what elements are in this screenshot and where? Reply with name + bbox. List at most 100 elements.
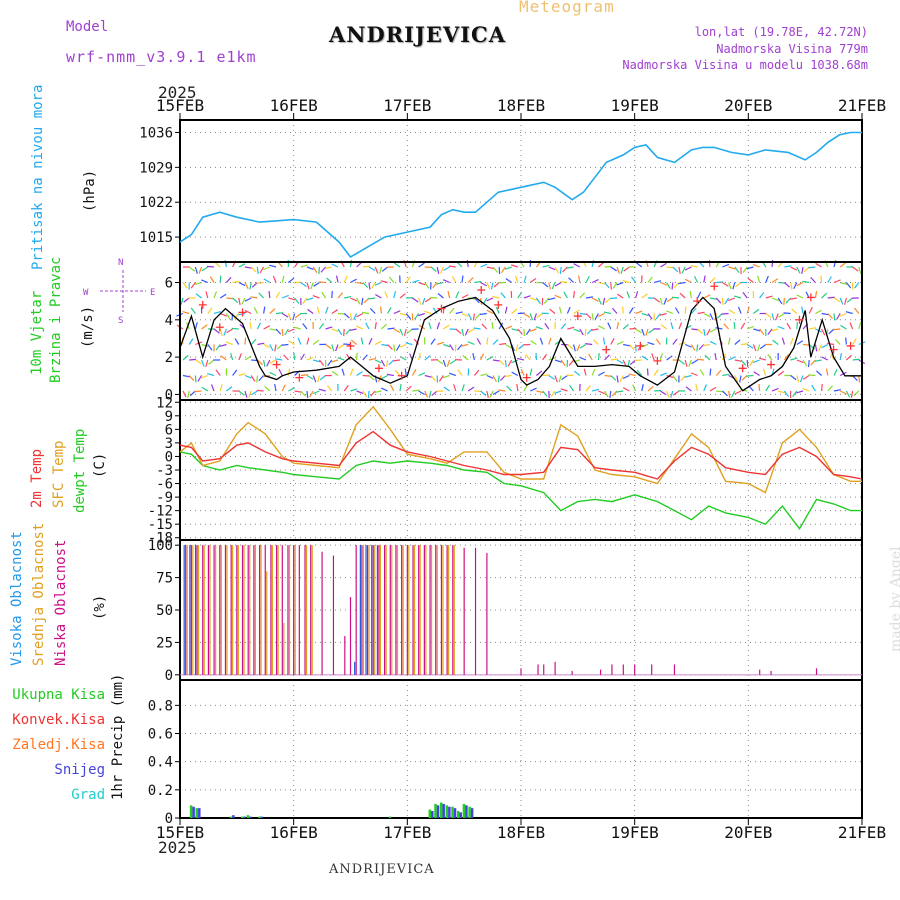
wind-arrow — [567, 326, 575, 330]
wind-arrow — [219, 343, 227, 348]
wind-arrow — [681, 266, 686, 274]
wind-arrow — [306, 374, 314, 380]
wind-arrow — [182, 354, 189, 361]
gust-marker — [710, 282, 719, 291]
wind-arrow — [536, 390, 544, 394]
wind-arrow — [251, 282, 258, 288]
wind-arrow — [455, 311, 463, 315]
wind-arrow — [752, 344, 757, 352]
wind-arrow — [836, 313, 841, 320]
wind-arrow — [674, 307, 680, 314]
wind-arrow — [648, 328, 655, 334]
wind-arrow — [392, 359, 401, 362]
wind-arrow — [451, 276, 457, 283]
wind-arrow — [559, 266, 562, 275]
wind-arrow — [413, 338, 420, 345]
wind-arrow — [716, 390, 724, 393]
temperature-ytick-label: -3 — [156, 463, 173, 479]
wind-ytick-label: 2 — [165, 350, 173, 366]
wind-arrow — [672, 390, 680, 396]
wind-arrow — [811, 384, 816, 392]
wind-arrow — [256, 322, 262, 330]
wind-arrow — [331, 263, 339, 268]
wind-arrow — [504, 359, 507, 368]
wind-arrow — [746, 359, 749, 368]
wind-arrow — [180, 297, 184, 305]
wind-arrow — [839, 297, 844, 305]
wind-arrow — [256, 266, 259, 275]
wind-arrow — [815, 262, 822, 268]
wind-arrow — [238, 390, 245, 396]
wind-arrow — [821, 312, 829, 316]
wind-arrow — [226, 386, 233, 392]
wind-arrow — [374, 390, 382, 394]
wind-arrow — [250, 338, 257, 345]
wind-arrow — [380, 323, 387, 330]
wind-arrow — [375, 293, 382, 299]
wind-arrow — [573, 344, 576, 352]
wind-arrow — [190, 307, 196, 314]
wind-arrow — [734, 266, 740, 273]
wind-arrow — [690, 265, 698, 268]
wind-arrow — [645, 328, 649, 336]
wind-arrow — [241, 297, 246, 305]
wind-arrow — [214, 261, 221, 268]
wind-arrow — [269, 308, 276, 314]
wind-arrow — [612, 282, 618, 289]
wind-arrow — [525, 328, 531, 336]
gust-marker — [522, 373, 531, 382]
wind-arrow — [517, 291, 523, 299]
wind-arrow — [331, 328, 339, 332]
wind-arrow — [709, 368, 712, 376]
wind-arrow — [505, 343, 512, 349]
wind-arrow — [592, 388, 600, 392]
wind-arrow — [584, 328, 587, 337]
temperature-ytick-label: 3 — [165, 436, 173, 452]
wind-arrow — [381, 387, 388, 392]
page-title: ANDRIJEVICA — [329, 22, 507, 47]
wind-arrow — [453, 384, 457, 392]
wind-arrow — [659, 312, 667, 316]
wind-arrow — [234, 338, 240, 345]
wind-arrow — [678, 281, 686, 285]
precip-total-bar — [258, 816, 261, 818]
wind-arrow — [728, 390, 731, 398]
wind-arrow — [796, 390, 804, 394]
wind-arrow — [500, 375, 506, 381]
wind-arrow — [356, 325, 364, 330]
wind-arrow — [251, 390, 258, 396]
wind-arrow — [244, 355, 252, 361]
wind-arrow — [814, 291, 818, 299]
wind-arrow — [455, 291, 460, 299]
wind-arrow — [380, 359, 386, 367]
wind-arrow — [481, 323, 488, 330]
wind-arrow — [306, 337, 310, 345]
wind-arrow — [506, 385, 513, 392]
wind-arrow — [341, 368, 345, 376]
wind-arrow — [504, 306, 508, 314]
wind-arrow — [733, 321, 736, 330]
wind-arrow — [709, 386, 717, 392]
wind-arrow — [598, 325, 605, 330]
wind-arrow — [250, 266, 257, 273]
wind-arrow — [287, 328, 295, 333]
wind-arrow — [324, 266, 332, 270]
wind-arrow — [814, 359, 822, 362]
wind-arrow — [821, 343, 829, 349]
wind-arrow — [635, 291, 639, 299]
wind-arrow — [666, 355, 673, 361]
wind-arrow — [206, 265, 215, 268]
wind-arrow — [436, 281, 444, 285]
xtick-label-top: 19FEB — [611, 96, 659, 115]
wind-arrow — [529, 387, 537, 392]
wind-arrow — [647, 385, 654, 392]
pressure-ytick-label: 1029 — [139, 160, 173, 176]
wind-arrow — [461, 384, 465, 392]
model-label: Model — [66, 19, 109, 35]
wind-arrow — [190, 282, 196, 289]
wind-arrow — [591, 368, 596, 376]
wind-arrow — [607, 322, 612, 330]
wind-arrow — [629, 359, 636, 366]
coords-label: lon,lat (19.78E, 42.72N) — [694, 25, 868, 39]
wind-arrow — [709, 340, 717, 346]
